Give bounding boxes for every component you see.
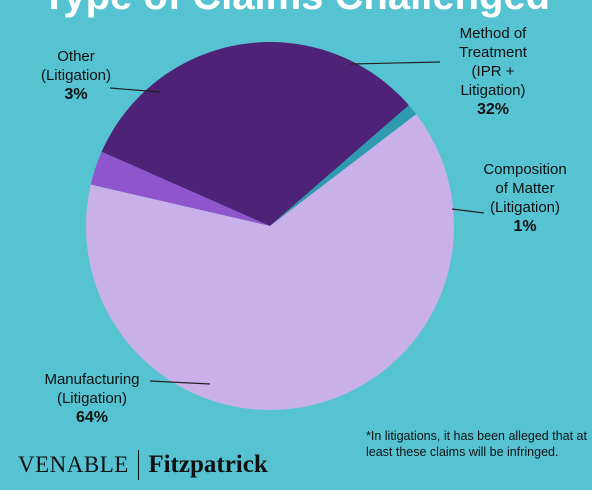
leader-method-of-treatment — [349, 61, 441, 65]
slice-percent: 32% — [476, 101, 510, 118]
label-line: Composition — [483, 161, 567, 178]
leader-other — [109, 87, 161, 93]
slice-manufacturing — [86, 114, 455, 411]
slice-label-method-of-treatment: Method of Treatment (IPR + Litigation) 3… — [418, 24, 568, 119]
slice-label-manufacturing: Manufacturing (Litigation) 64% — [22, 370, 162, 427]
slice-label-other: Other (Litigation) 3% — [26, 47, 126, 104]
logo-fitzpatrick-text: Fitzpatrick — [148, 451, 268, 478]
label-line: Manufacturing — [44, 371, 140, 388]
label-line: Litigation) — [460, 82, 526, 99]
slice-label-composition-of-matter: Composition of Matter (Litigation) 1% — [455, 160, 592, 236]
slice-percent: 64% — [75, 409, 109, 426]
label-line: Other — [57, 48, 95, 65]
chart-title: Type of Claims Challenged — [0, 0, 592, 19]
slice-method-of-treatment — [101, 42, 409, 227]
pie-slices — [86, 42, 455, 411]
leader-manufacturing — [149, 380, 211, 385]
slice-composition-of-matter — [270, 105, 417, 226]
label-line: (IPR + — [471, 63, 515, 80]
label-line: (Litigation) — [56, 390, 128, 407]
label-line: Treatment — [459, 44, 527, 61]
leader-composition-of-matter — [451, 208, 485, 214]
label-line: of Matter — [495, 180, 555, 197]
label-line: (Litigation) — [40, 67, 112, 84]
label-leader-lines — [109, 61, 485, 385]
slice-percent: 3% — [64, 86, 88, 103]
label-line: (Litigation) — [489, 199, 561, 216]
logo-venable-text: VENABLE — [18, 452, 129, 477]
venable-fitzpatrick-logo: VENABLE Fitzpatrick — [18, 448, 268, 482]
footnote: *In litigations, it has been alleged tha… — [366, 429, 587, 459]
label-line: Method of — [459, 25, 527, 42]
slice-other — [90, 151, 270, 226]
logo-divider — [137, 450, 140, 480]
slice-percent: 1% — [513, 218, 537, 235]
